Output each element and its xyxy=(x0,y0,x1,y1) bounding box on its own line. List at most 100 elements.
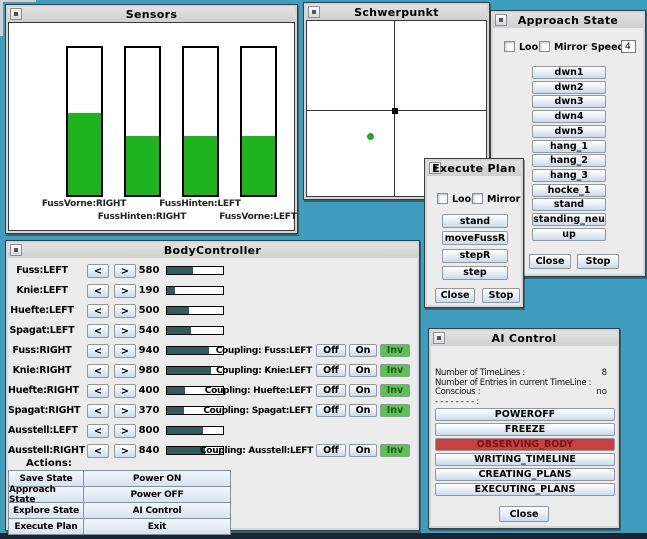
mirror-checkbox[interactable] xyxy=(539,41,550,52)
increment-button[interactable]: > xyxy=(114,304,136,318)
coupling-off-button[interactable]: Off xyxy=(316,344,346,357)
execute-plan-button[interactable]: step xyxy=(442,265,508,280)
action-button[interactable]: Exit xyxy=(84,519,230,534)
action-button[interactable]: AI Control xyxy=(84,503,230,518)
decrement-button[interactable]: < xyxy=(87,404,109,418)
action-button[interactable]: Explore State xyxy=(9,503,83,518)
execute-plan-button[interactable]: moveFussR xyxy=(442,231,508,246)
coupling-off-button[interactable]: Off xyxy=(316,364,346,377)
coupling-inv-button[interactable]: Inv xyxy=(380,364,410,377)
schwerpunkt-titlebar[interactable]: Schwerpunkt xyxy=(306,5,487,20)
joint-progress-bar xyxy=(166,306,224,315)
joint-progress-fill xyxy=(167,347,209,354)
decrement-button[interactable]: < xyxy=(87,324,109,338)
approach-state-titlebar[interactable]: Approach State xyxy=(493,13,643,28)
window-menu-icon[interactable] xyxy=(308,6,320,18)
window-menu-icon[interactable] xyxy=(10,244,22,256)
approach-state-button[interactable]: stand xyxy=(532,198,606,212)
coupling-off-button[interactable]: Off xyxy=(316,444,346,457)
approach-state-button[interactable]: hang_2 xyxy=(532,154,606,168)
decrement-button[interactable]: < xyxy=(87,284,109,298)
joint-row: Fuss:LEFT < >580 xyxy=(8,263,417,279)
stop-button[interactable]: Stop xyxy=(482,288,520,303)
coupling-on-button[interactable]: On xyxy=(349,384,377,397)
sensors-titlebar[interactable]: Sensors xyxy=(8,7,295,22)
joint-label: Spagat:LEFT xyxy=(9,325,75,336)
coupling-on-button[interactable]: On xyxy=(349,404,377,417)
decrement-button[interactable]: < xyxy=(87,264,109,278)
close-button[interactable]: Close xyxy=(529,254,571,269)
window-menu-icon[interactable] xyxy=(433,332,445,344)
coupling-off-button[interactable]: Off xyxy=(316,384,346,397)
action-button[interactable]: Approach State xyxy=(9,485,83,505)
increment-button[interactable]: > xyxy=(114,404,136,418)
coupling-on-button[interactable]: On xyxy=(349,444,377,457)
coupling-inv-button[interactable]: Inv xyxy=(380,344,410,357)
ai-control-titlebar[interactable]: AI Control xyxy=(431,331,617,346)
ai-stat-label: Number of Entries in current TimeLine : xyxy=(435,377,592,388)
execute-plan-button[interactable]: stand xyxy=(442,214,508,228)
ai-mode-button[interactable]: POWEROFF xyxy=(435,408,615,421)
approach-state-button[interactable]: standing_neu xyxy=(532,213,606,226)
speed-input[interactable] xyxy=(621,40,636,53)
increment-button[interactable]: > xyxy=(114,324,136,338)
coupling-inv-button[interactable]: Inv xyxy=(380,384,410,397)
decrement-button[interactable]: < xyxy=(87,364,109,378)
window-menu-icon[interactable] xyxy=(429,162,441,174)
coupling-on-button[interactable]: On xyxy=(349,344,377,357)
window-menu-icon[interactable] xyxy=(495,14,507,26)
loop-checkbox[interactable] xyxy=(504,41,515,52)
approach-state-button[interactable]: dwn4 xyxy=(532,110,606,124)
execute-plan-titlebar[interactable]: Execute Plan xyxy=(427,161,521,176)
loop-checkbox[interactable] xyxy=(437,193,448,204)
ai-stat-label: Number of TimeLines : xyxy=(435,368,525,378)
body-controller-window: BodyController Actions: Save State Power … xyxy=(5,240,420,535)
approach-state-button[interactable]: dwn3 xyxy=(532,95,606,109)
increment-button[interactable]: > xyxy=(114,264,136,278)
increment-button[interactable]: > xyxy=(114,424,136,438)
ai-stat-value: 8 xyxy=(601,368,607,378)
approach-state-button[interactable]: up xyxy=(532,227,606,241)
decrement-button[interactable]: < xyxy=(87,304,109,318)
joint-progress-fill xyxy=(167,327,192,334)
approach-state-button[interactable]: hang_3 xyxy=(532,168,606,182)
action-button[interactable]: Save State xyxy=(9,471,83,486)
ai-mode-button[interactable]: OBSERVING_BODY xyxy=(435,438,615,451)
action-button[interactable]: Power ON xyxy=(84,471,230,486)
increment-button[interactable]: > xyxy=(114,344,136,358)
approach-state-button[interactable]: dwn2 xyxy=(532,80,606,94)
execute-plan-button[interactable]: stepR xyxy=(442,248,508,263)
ai-mode-button[interactable]: WRITING_TIMELINE xyxy=(435,453,615,466)
action-button[interactable]: Power OFF xyxy=(84,487,230,502)
approach-state-window: Approach State Loop Mirror Speed: dwn1dw… xyxy=(490,10,646,277)
joint-progress-fill xyxy=(167,287,176,294)
desktop-corner-edge xyxy=(0,0,3,36)
increment-button[interactable]: > xyxy=(114,384,136,398)
joint-row: Huefte:RIGHT < >400 Coupling: Huefte:LEFT Of… xyxy=(8,383,417,399)
ai-mode-button[interactable]: CREATING_PLANS xyxy=(435,468,615,481)
coupling-on-button[interactable]: On xyxy=(349,364,377,377)
ai-mode-button[interactable]: FREEZE xyxy=(435,423,615,436)
increment-button[interactable]: > xyxy=(114,364,136,378)
mirror-checkbox[interactable] xyxy=(472,193,483,204)
approach-state-button[interactable]: hang_1 xyxy=(532,139,606,153)
body-controller-titlebar[interactable]: BodyController xyxy=(8,243,417,258)
window-menu-icon[interactable] xyxy=(10,8,22,20)
close-button[interactable]: Close xyxy=(499,506,549,522)
approach-state-button[interactable]: hocke_1 xyxy=(532,183,606,197)
coupling-off-button[interactable]: Off xyxy=(316,404,346,417)
stop-button[interactable]: Stop xyxy=(577,254,619,269)
decrement-button[interactable]: < xyxy=(87,424,109,438)
coupling-inv-button[interactable]: Inv xyxy=(380,444,410,457)
decrement-button[interactable]: < xyxy=(87,384,109,398)
approach-state-button[interactable]: dwn1 xyxy=(532,66,606,79)
decrement-button[interactable]: < xyxy=(87,344,109,358)
action-button[interactable]: Execute Plan xyxy=(9,519,83,534)
ai-mode-button[interactable]: EXECUTING_PLANS xyxy=(435,483,615,496)
approach-state-button[interactable]: dwn5 xyxy=(532,124,606,138)
increment-button[interactable]: > xyxy=(114,284,136,298)
coupling-inv-button[interactable]: Inv xyxy=(380,404,410,417)
increment-button[interactable]: > xyxy=(114,444,136,458)
decrement-button[interactable]: < xyxy=(87,444,109,458)
close-button[interactable]: Close xyxy=(435,288,475,303)
